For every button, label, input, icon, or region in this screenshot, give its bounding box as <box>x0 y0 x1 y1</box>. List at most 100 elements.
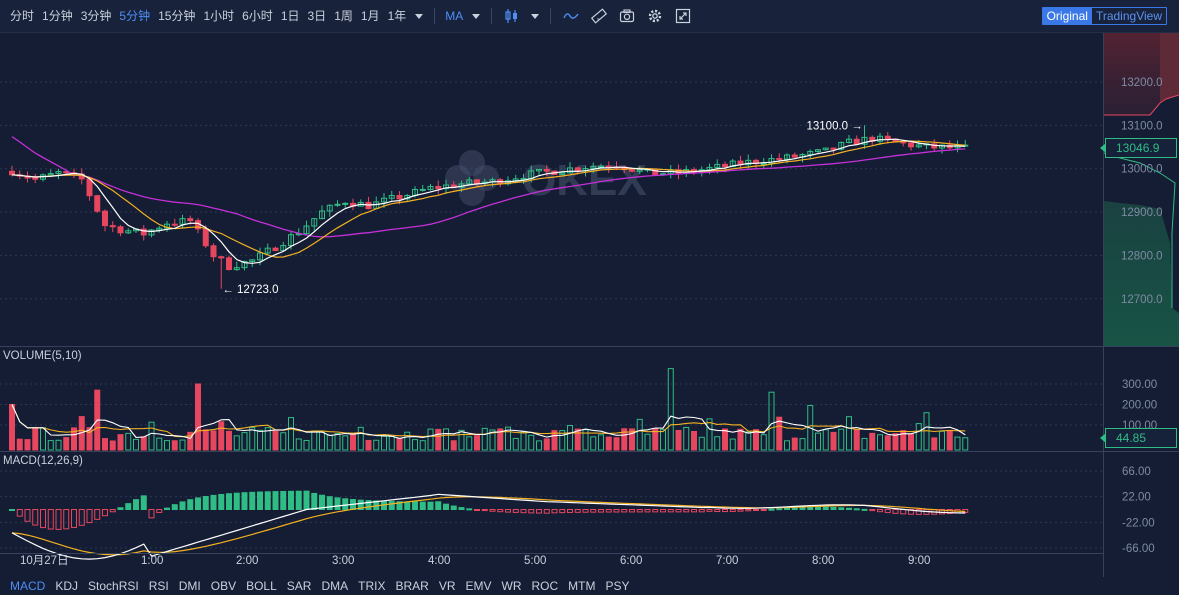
volume-bar <box>505 426 511 451</box>
macd-histogram-bar <box>915 509 922 515</box>
indicator-tab-rsi[interactable]: RSI <box>148 579 169 593</box>
volume-bar <box>481 427 488 451</box>
indicator-tab-obv[interactable]: OBV <box>210 579 237 593</box>
fullscreen-button[interactable] <box>669 5 697 27</box>
indicator-tab-trix[interactable]: TRIX <box>358 579 386 593</box>
macd-dif-line <box>11 493 966 560</box>
candle-up <box>443 184 449 190</box>
candle-up <box>714 163 721 168</box>
interval-10[interactable]: 1月 <box>360 9 380 23</box>
macd-histogram-bar <box>551 509 558 514</box>
volume-bar <box>117 434 124 451</box>
macd-tick-label: -66.00 <box>1122 543 1155 555</box>
time-tick-label: 10月27日 <box>20 555 69 567</box>
volume-bar <box>962 437 969 451</box>
interval-6[interactable]: 6小时 <box>242 9 273 23</box>
indicator-tab-roc[interactable]: ROC <box>531 579 559 593</box>
volume-bar <box>373 439 380 451</box>
candle-down <box>210 245 217 258</box>
volume-bar <box>939 430 945 451</box>
indicator-tab-dma[interactable]: DMA <box>321 579 349 593</box>
macd-histogram-bar <box>264 491 271 511</box>
settings-button[interactable] <box>641 5 669 27</box>
indicator-tab-mtm[interactable]: MTM <box>568 579 596 593</box>
macd-histogram-bar <box>195 497 201 510</box>
interval-9[interactable]: 1周 <box>334 9 353 23</box>
time-tick-label: 5:00 <box>524 555 546 567</box>
indicator-dropdown[interactable] <box>467 5 485 27</box>
interval-0[interactable]: 分时 <box>10 9 35 23</box>
candle-up <box>784 154 790 160</box>
interval-1[interactable]: 1分钟 <box>42 9 73 23</box>
volume-bar <box>683 426 690 451</box>
chart-canvas[interactable]: OKEX 13100.0 → ← 12723.0 13200.0 13100.0 130… <box>0 33 1179 577</box>
indicator-tab-boll[interactable]: BOLL <box>246 579 277 593</box>
interval-3[interactable]: 5分钟 <box>119 9 151 23</box>
interval-5[interactable]: 1小时 <box>203 9 235 23</box>
volume-bar <box>853 429 860 451</box>
view-original-button[interactable]: Original <box>1042 8 1092 24</box>
volume-bar <box>9 404 15 451</box>
candle-up <box>125 230 132 234</box>
indicator-tab-wr[interactable]: WR <box>501 579 522 593</box>
macd-tick-label: 22.00 <box>1122 492 1151 504</box>
volume-bar <box>272 430 279 451</box>
interval-2[interactable]: 3分钟 <box>80 9 112 23</box>
volume-bar <box>86 427 93 451</box>
bid-depth-area <box>1104 153 1179 346</box>
volume-bar <box>342 435 349 451</box>
indicator-tab-emv[interactable]: EMV <box>465 579 492 593</box>
candle-type-dropdown[interactable] <box>526 5 544 27</box>
line-tool-button[interactable] <box>557 5 585 27</box>
interval-11[interactable]: 1年 <box>387 9 407 23</box>
view-tradingview-button[interactable]: TradingView <box>1095 9 1162 23</box>
interval-4[interactable]: 15分钟 <box>158 9 196 23</box>
candle-down <box>202 228 209 247</box>
volume-bar <box>706 418 713 451</box>
indicator-select[interactable]: MA <box>445 9 464 23</box>
candle-down <box>218 256 225 259</box>
screenshot-button[interactable] <box>613 5 641 27</box>
indicator-tab-stochrsi[interactable]: StochRSI <box>88 579 139 593</box>
volume-bar <box>458 429 465 451</box>
macd-histogram-bar <box>458 507 465 510</box>
axis-labels: 13100.0 → ← 12723.0 13200.0 13100.0 13000.0 1… <box>3 77 1163 567</box>
macd-histogram-bar <box>846 507 852 510</box>
indicator-tab-dmi[interactable]: DMI <box>178 579 201 593</box>
indicator-tab-kdj[interactable]: KDJ <box>55 579 79 593</box>
volume-bar <box>226 430 232 451</box>
candle-up <box>822 147 829 151</box>
macd-histogram-bar <box>396 501 403 510</box>
macd-histogram-bar <box>435 501 442 510</box>
volume-bar <box>109 440 116 451</box>
volume-bar <box>908 433 914 451</box>
macd-histogram-bar <box>660 509 666 513</box>
ma-mid-line <box>11 140 966 258</box>
macd-histogram-bar <box>582 509 589 513</box>
candle-down <box>140 228 147 236</box>
indicator-tab-psy[interactable]: PSY <box>605 579 630 593</box>
volume-bar <box>629 428 635 451</box>
candle-down <box>435 185 442 190</box>
interval-7[interactable]: 1日 <box>280 9 300 23</box>
macd-histogram-bar <box>249 491 256 511</box>
interval-more-dropdown[interactable] <box>410 5 428 27</box>
indicator-tab-vr[interactable]: VR <box>438 579 456 593</box>
watermark-text: OKEX <box>522 156 647 205</box>
volume-bar <box>419 440 426 451</box>
volume-bar <box>40 427 46 451</box>
candle-type-button[interactable] <box>498 5 526 27</box>
volume-bar <box>698 436 705 451</box>
ruler-tool-button[interactable] <box>585 5 613 27</box>
candle-up <box>915 144 922 148</box>
indicator-tab-brar[interactable]: BRAR <box>395 579 429 593</box>
indicator-tab-sar[interactable]: SAR <box>286 579 312 593</box>
macd-histogram-bar <box>319 494 325 510</box>
macd-histogram-bar <box>489 509 496 512</box>
macd-histogram-bar <box>55 509 62 530</box>
indicator-tab-macd[interactable]: MACD <box>10 579 46 593</box>
macd-histogram-bar <box>226 493 232 510</box>
volume-ma5-line <box>11 404 966 440</box>
volume-bar <box>427 428 434 451</box>
interval-8[interactable]: 3日 <box>307 9 327 23</box>
